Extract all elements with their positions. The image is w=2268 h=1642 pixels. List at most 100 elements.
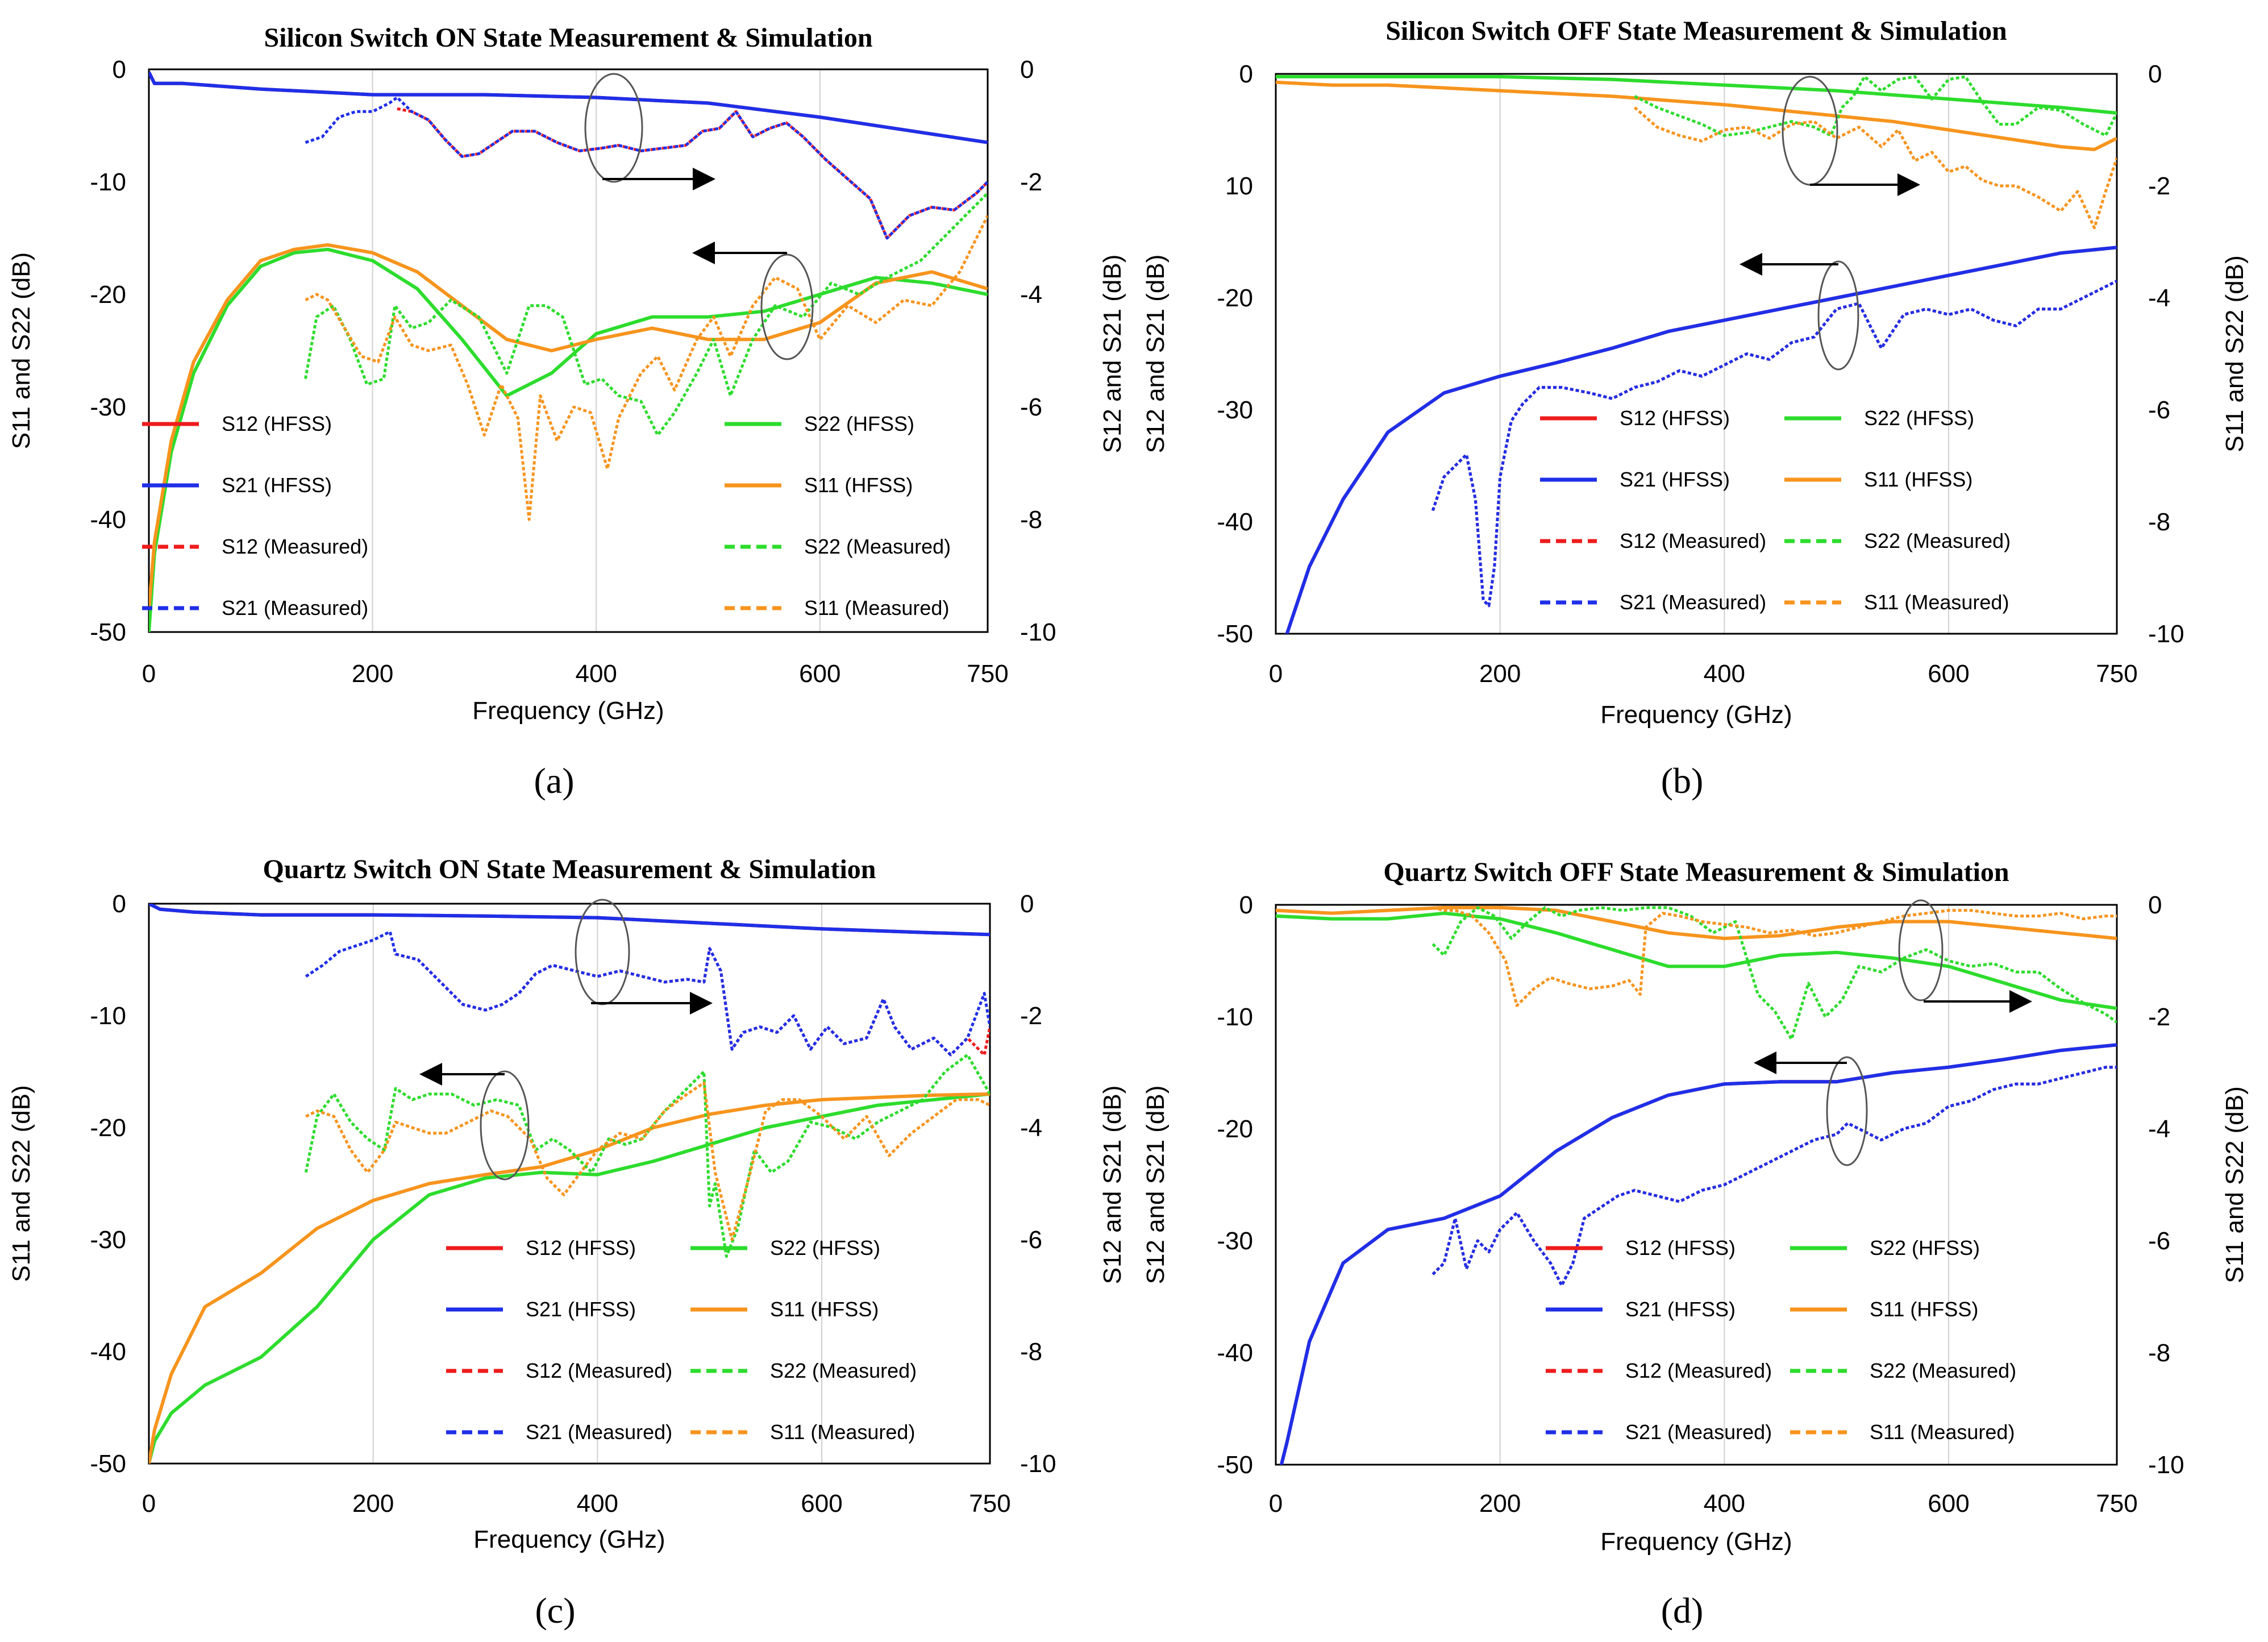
chart-title: Silicon Switch ON State Measurement & Si… — [264, 23, 872, 53]
x-tick-label: 0 — [142, 1490, 156, 1518]
y-left-tick-label: -50 — [1217, 1451, 1253, 1479]
y-left-axis-label: S11 and S22 (dB) — [7, 252, 35, 450]
legend-entry: S12 (HFSS) — [526, 1236, 636, 1259]
y-right-tick-label: -6 — [2148, 1227, 2170, 1255]
y-right-tick-label: -2 — [1020, 168, 1042, 196]
x-tick-label: 600 — [1928, 1490, 1969, 1518]
series-line-s11-hfss — [1276, 905, 2117, 941]
legend-entry: S11 (HFSS) — [1864, 468, 1972, 491]
x-tick-label: 600 — [799, 660, 840, 688]
y-right-tick-label: -2 — [1020, 1002, 1042, 1030]
y-right-tick-label: -4 — [2148, 1115, 2170, 1143]
series-line-s21-hfss — [149, 71, 988, 144]
series-group — [1276, 74, 2117, 634]
series-line-s22-hfss — [1276, 74, 2117, 115]
y-left-tick-label: -20 — [90, 1114, 126, 1142]
series-line-s22-hfss — [149, 247, 988, 632]
y-right-axis-label: S11 and S22 (dB) — [2221, 255, 2249, 452]
legend-entry: S22 (Measured) — [1870, 1359, 2016, 1382]
series-line-s21-measured — [1431, 280, 2117, 608]
legend-entry: S12 (HFSS) — [222, 412, 332, 435]
y-right-tick-label: -2 — [2148, 172, 2170, 200]
chart-panel-d: Quartz Switch OFF State Measurement & Si… — [1098, 857, 2249, 1556]
y-right-tick-label: -4 — [2148, 284, 2170, 312]
x-tick-label: 0 — [1269, 660, 1283, 688]
series-line-s12-hfss — [149, 71, 988, 144]
legend-entry: S11 (Measured) — [804, 596, 949, 620]
y-left-tick-label: -20 — [1217, 284, 1253, 312]
y-right-tick-label: -10 — [2148, 1451, 2184, 1479]
caption-a: (a) — [534, 760, 574, 801]
legend-entry: S12 (Measured) — [222, 535, 368, 558]
series-line-s11-measured — [305, 1081, 990, 1241]
x-tick-label: 750 — [967, 660, 1008, 688]
legend-entry: S12 (HFSS) — [1620, 406, 1730, 430]
x-tick-label: 750 — [2096, 1490, 2137, 1518]
x-axis-label: Frequency (GHz) — [1600, 701, 1792, 729]
y-right-tick-label: -4 — [1020, 281, 1042, 309]
y-right-axis-label: S11 and S22 (dB) — [2221, 1086, 2249, 1283]
x-axis-label: Frequency (GHz) — [473, 1525, 665, 1553]
legend-entry: S11 (HFSS) — [804, 473, 913, 497]
legend-entry: S11 (Measured) — [1864, 591, 2009, 614]
y-right-tick-label: -6 — [2148, 396, 2170, 424]
y-left-tick-label: 0 — [1239, 60, 1253, 88]
legend-entry: S22 (Measured) — [1864, 529, 2011, 552]
legend-entry: S22 (HFSS) — [1864, 406, 1974, 430]
y-left-tick-label: -10 — [90, 1002, 126, 1030]
y-left-tick-label: -10 — [1217, 1003, 1253, 1031]
legend-entry: S11 (HFSS) — [1870, 1298, 1978, 1321]
series-line-s21-hfss — [1279, 1043, 2117, 1465]
x-tick-label: 0 — [1269, 1490, 1283, 1518]
caption-b: (b) — [1661, 760, 1704, 801]
legend: S12 (HFSS) S22 (HFSS) S21 (HFSS) S11 (HFSS)… — [1546, 1236, 2016, 1444]
chart-panel-c: Quartz Switch ON State Measurement & Sim… — [7, 854, 1056, 1553]
legend-entry: S21 (Measured) — [1620, 591, 1766, 614]
series-line-s22-measured — [1634, 75, 2117, 137]
y-left-tick-label: -30 — [1217, 396, 1253, 424]
annotation-ellipse — [1826, 1056, 1868, 1166]
caption-c: (c) — [535, 1590, 575, 1631]
y-left-tick-label: -40 — [90, 506, 126, 534]
x-tick-label: 400 — [1704, 660, 1745, 688]
legend-entry: S11 (Measured) — [1870, 1420, 2015, 1444]
y-right-tick-label: -10 — [1020, 1450, 1056, 1478]
legend: S12 (HFSS) S22 (HFSS) S21 (HFSS) S11 (HFSS)… — [1540, 406, 2011, 614]
y-left-axis-label: S11 and S22 (dB) — [7, 1085, 35, 1282]
legend-entry: S21 (HFSS) — [1625, 1298, 1736, 1321]
y-right-tick-label: -10 — [1020, 618, 1056, 646]
x-tick-label: 200 — [352, 660, 393, 688]
series-line-s11-measured — [1633, 106, 2117, 230]
y-left-tick-label: -40 — [1217, 508, 1253, 536]
legend-entry: S21 (HFSS) — [526, 1298, 636, 1321]
series-line-s12-measured — [1431, 1066, 2117, 1287]
y-right-tick-label: 0 — [2148, 60, 2162, 88]
chart-title: Silicon Switch OFF State Measurement & S… — [1385, 16, 2007, 46]
y-left-tick-label: -50 — [90, 1450, 126, 1478]
series-line-s12-measured — [397, 107, 988, 240]
series-line-s11-measured — [1432, 906, 2117, 1007]
annotation-ellipse — [1898, 899, 1944, 1001]
series-line-s11-hfss — [149, 243, 988, 610]
y-right-tick-label: -8 — [1020, 506, 1042, 534]
legend-entry: S12 (Measured) — [1620, 529, 1766, 552]
series-line-s21-measured — [1431, 1066, 2117, 1287]
y-left-tick-label: 0 — [113, 890, 126, 918]
legend-entry: S22 (Measured) — [804, 535, 951, 558]
y-right-tick-label: -4 — [1020, 1114, 1042, 1142]
y-left-tick-label: -20 — [90, 281, 126, 309]
annotation-ellipse — [1782, 76, 1838, 186]
legend-entry: S21 (Measured) — [222, 596, 368, 620]
x-tick-label: 400 — [575, 660, 617, 688]
series-group — [149, 71, 988, 632]
plot-frame — [148, 68, 989, 633]
x-tick-label: 0 — [142, 660, 156, 688]
x-tick-label: 400 — [1704, 1490, 1745, 1518]
annotation-ellipse — [480, 1070, 530, 1180]
annotation-ellipse — [584, 73, 643, 183]
y-right-tick-label: 0 — [2148, 891, 2162, 919]
legend-entry: S22 (HFSS) — [770, 1236, 880, 1259]
x-tick-label: 750 — [2096, 660, 2137, 688]
x-tick-label: 600 — [801, 1490, 842, 1518]
annotation-ellipse — [1817, 260, 1859, 371]
